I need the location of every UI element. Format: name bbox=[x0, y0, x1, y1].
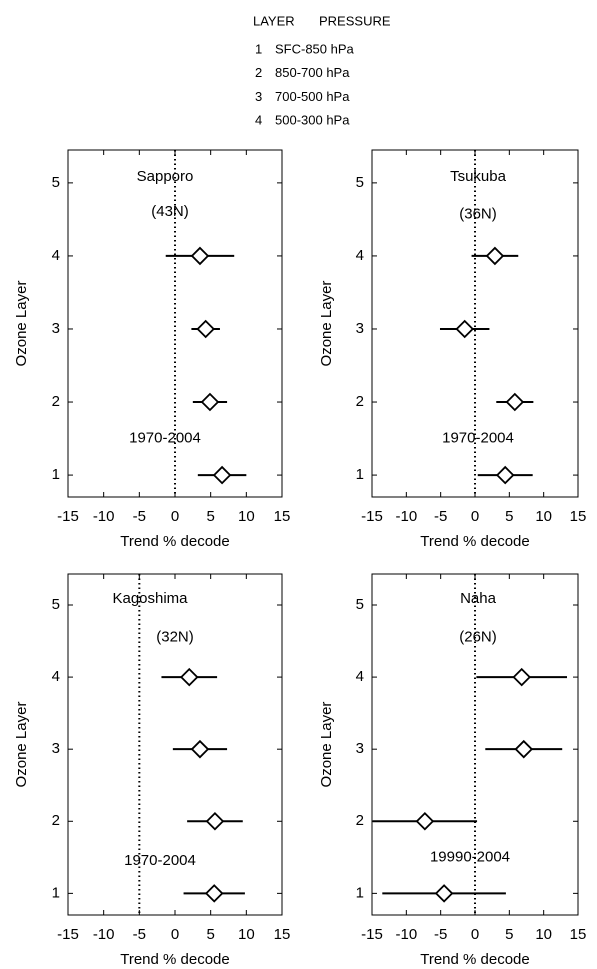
x-tick-label: -15 bbox=[361, 508, 383, 525]
diamond-marker bbox=[512, 667, 531, 687]
y-tick-label: 4 bbox=[52, 247, 60, 264]
diamond-marker bbox=[196, 319, 215, 339]
y-tick-label: 5 bbox=[356, 596, 364, 613]
y-tick-label: 3 bbox=[356, 740, 364, 757]
x-tick-label: 0 bbox=[471, 508, 479, 525]
legend-pressure: 500-300 hPa bbox=[275, 113, 350, 128]
y-tick-label: 4 bbox=[52, 668, 60, 685]
y-tick-label: 1 bbox=[356, 884, 364, 901]
y-tick-label: 2 bbox=[356, 393, 364, 410]
x-axis-label: Trend % decode bbox=[120, 951, 230, 968]
diamond-marker bbox=[204, 884, 224, 903]
y-tick-label: 2 bbox=[52, 812, 60, 829]
diamond-marker bbox=[415, 812, 435, 831]
x-tick-label: -5 bbox=[133, 508, 146, 525]
x-tick-label: 10 bbox=[535, 508, 552, 525]
legend-layer: 2 bbox=[255, 65, 262, 80]
diamond-marker bbox=[514, 739, 534, 759]
legend-layer: 3 bbox=[255, 89, 262, 104]
diamond-marker bbox=[190, 739, 210, 759]
x-tick-label: -5 bbox=[434, 926, 447, 943]
panel-title: Naha bbox=[460, 590, 497, 607]
y-tick-label: 1 bbox=[52, 884, 60, 901]
legend-pressure: 850-700 hPa bbox=[275, 65, 350, 80]
x-tick-label: 15 bbox=[570, 926, 587, 943]
panel-annotation: 19990-2004 bbox=[430, 848, 510, 865]
diamond-marker bbox=[200, 392, 220, 412]
panel-annotation: 1970-2004 bbox=[129, 430, 201, 447]
y-tick-label: 4 bbox=[356, 247, 364, 264]
x-tick-label: -15 bbox=[57, 926, 79, 943]
diamond-marker bbox=[505, 392, 525, 412]
x-tick-label: 10 bbox=[238, 926, 255, 943]
y-tick-label: 5 bbox=[52, 174, 60, 191]
x-tick-label: -15 bbox=[57, 508, 79, 525]
diamond-marker bbox=[434, 884, 454, 903]
y-tick-label: 4 bbox=[356, 668, 364, 685]
x-axis-label: Trend % decode bbox=[420, 533, 530, 550]
x-tick-label: 0 bbox=[171, 508, 179, 525]
x-tick-label: -5 bbox=[434, 508, 447, 525]
y-tick-label: 2 bbox=[356, 812, 364, 829]
y-axis-label: Ozone Layer bbox=[318, 702, 335, 788]
x-tick-label: 5 bbox=[206, 926, 214, 943]
panel-title: Sapporo bbox=[137, 168, 194, 185]
diamond-marker bbox=[485, 246, 505, 266]
y-tick-label: 1 bbox=[356, 466, 364, 483]
y-tick-label: 3 bbox=[356, 320, 364, 337]
legend-header: LAYER bbox=[253, 13, 295, 28]
x-tick-label: 15 bbox=[274, 508, 291, 525]
y-axis-label: Ozone Layer bbox=[318, 281, 335, 367]
x-tick-label: 0 bbox=[171, 926, 179, 943]
x-tick-label: 15 bbox=[274, 926, 291, 943]
panel-subtitle: (43N) bbox=[151, 203, 189, 220]
y-tick-label: 1 bbox=[52, 466, 60, 483]
diamond-marker bbox=[212, 465, 232, 485]
x-axis-label: Trend % decode bbox=[120, 533, 230, 550]
y-tick-label: 2 bbox=[52, 393, 60, 410]
panel-annotation: 1970-2004 bbox=[124, 852, 196, 869]
y-tick-label: 5 bbox=[356, 174, 364, 191]
legend-layer: 1 bbox=[255, 41, 262, 56]
panel-subtitle: (36N) bbox=[459, 205, 497, 222]
x-tick-label: -10 bbox=[395, 926, 417, 943]
y-tick-label: 5 bbox=[52, 596, 60, 613]
x-tick-label: -10 bbox=[93, 508, 115, 525]
legend-header: PRESSURE bbox=[319, 13, 391, 28]
x-tick-label: -5 bbox=[133, 926, 146, 943]
x-tick-label: -15 bbox=[361, 926, 383, 943]
legend-pressure: SFC-850 hPa bbox=[275, 41, 355, 56]
diamond-marker bbox=[455, 319, 474, 339]
y-tick-label: 3 bbox=[52, 740, 60, 757]
y-tick-label: 3 bbox=[52, 320, 60, 337]
diamond-marker bbox=[179, 667, 199, 687]
panel-subtitle: (26N) bbox=[459, 628, 497, 645]
panel-subtitle: (32N) bbox=[156, 628, 194, 645]
panel-title: Tsukuba bbox=[450, 168, 507, 185]
x-tick-label: -10 bbox=[395, 508, 417, 525]
x-tick-label: -10 bbox=[93, 926, 115, 943]
panel-title: Kagoshima bbox=[112, 590, 188, 607]
legend-layer: 4 bbox=[255, 113, 262, 128]
x-tick-label: 15 bbox=[570, 508, 587, 525]
x-tick-label: 10 bbox=[535, 926, 552, 943]
x-tick-label: 5 bbox=[505, 508, 513, 525]
x-tick-label: 10 bbox=[238, 508, 255, 525]
x-tick-label: 5 bbox=[505, 926, 513, 943]
x-axis-label: Trend % decode bbox=[420, 951, 530, 968]
panel-annotation: 1970-2004 bbox=[442, 430, 514, 447]
diamond-marker bbox=[495, 465, 515, 485]
legend-pressure: 700-500 hPa bbox=[275, 89, 350, 104]
diamond-marker bbox=[205, 812, 225, 831]
x-tick-label: 0 bbox=[471, 926, 479, 943]
y-axis-label: Ozone Layer bbox=[13, 281, 30, 367]
x-tick-label: 5 bbox=[206, 508, 214, 525]
diamond-marker bbox=[190, 246, 210, 266]
y-axis-label: Ozone Layer bbox=[13, 702, 30, 788]
